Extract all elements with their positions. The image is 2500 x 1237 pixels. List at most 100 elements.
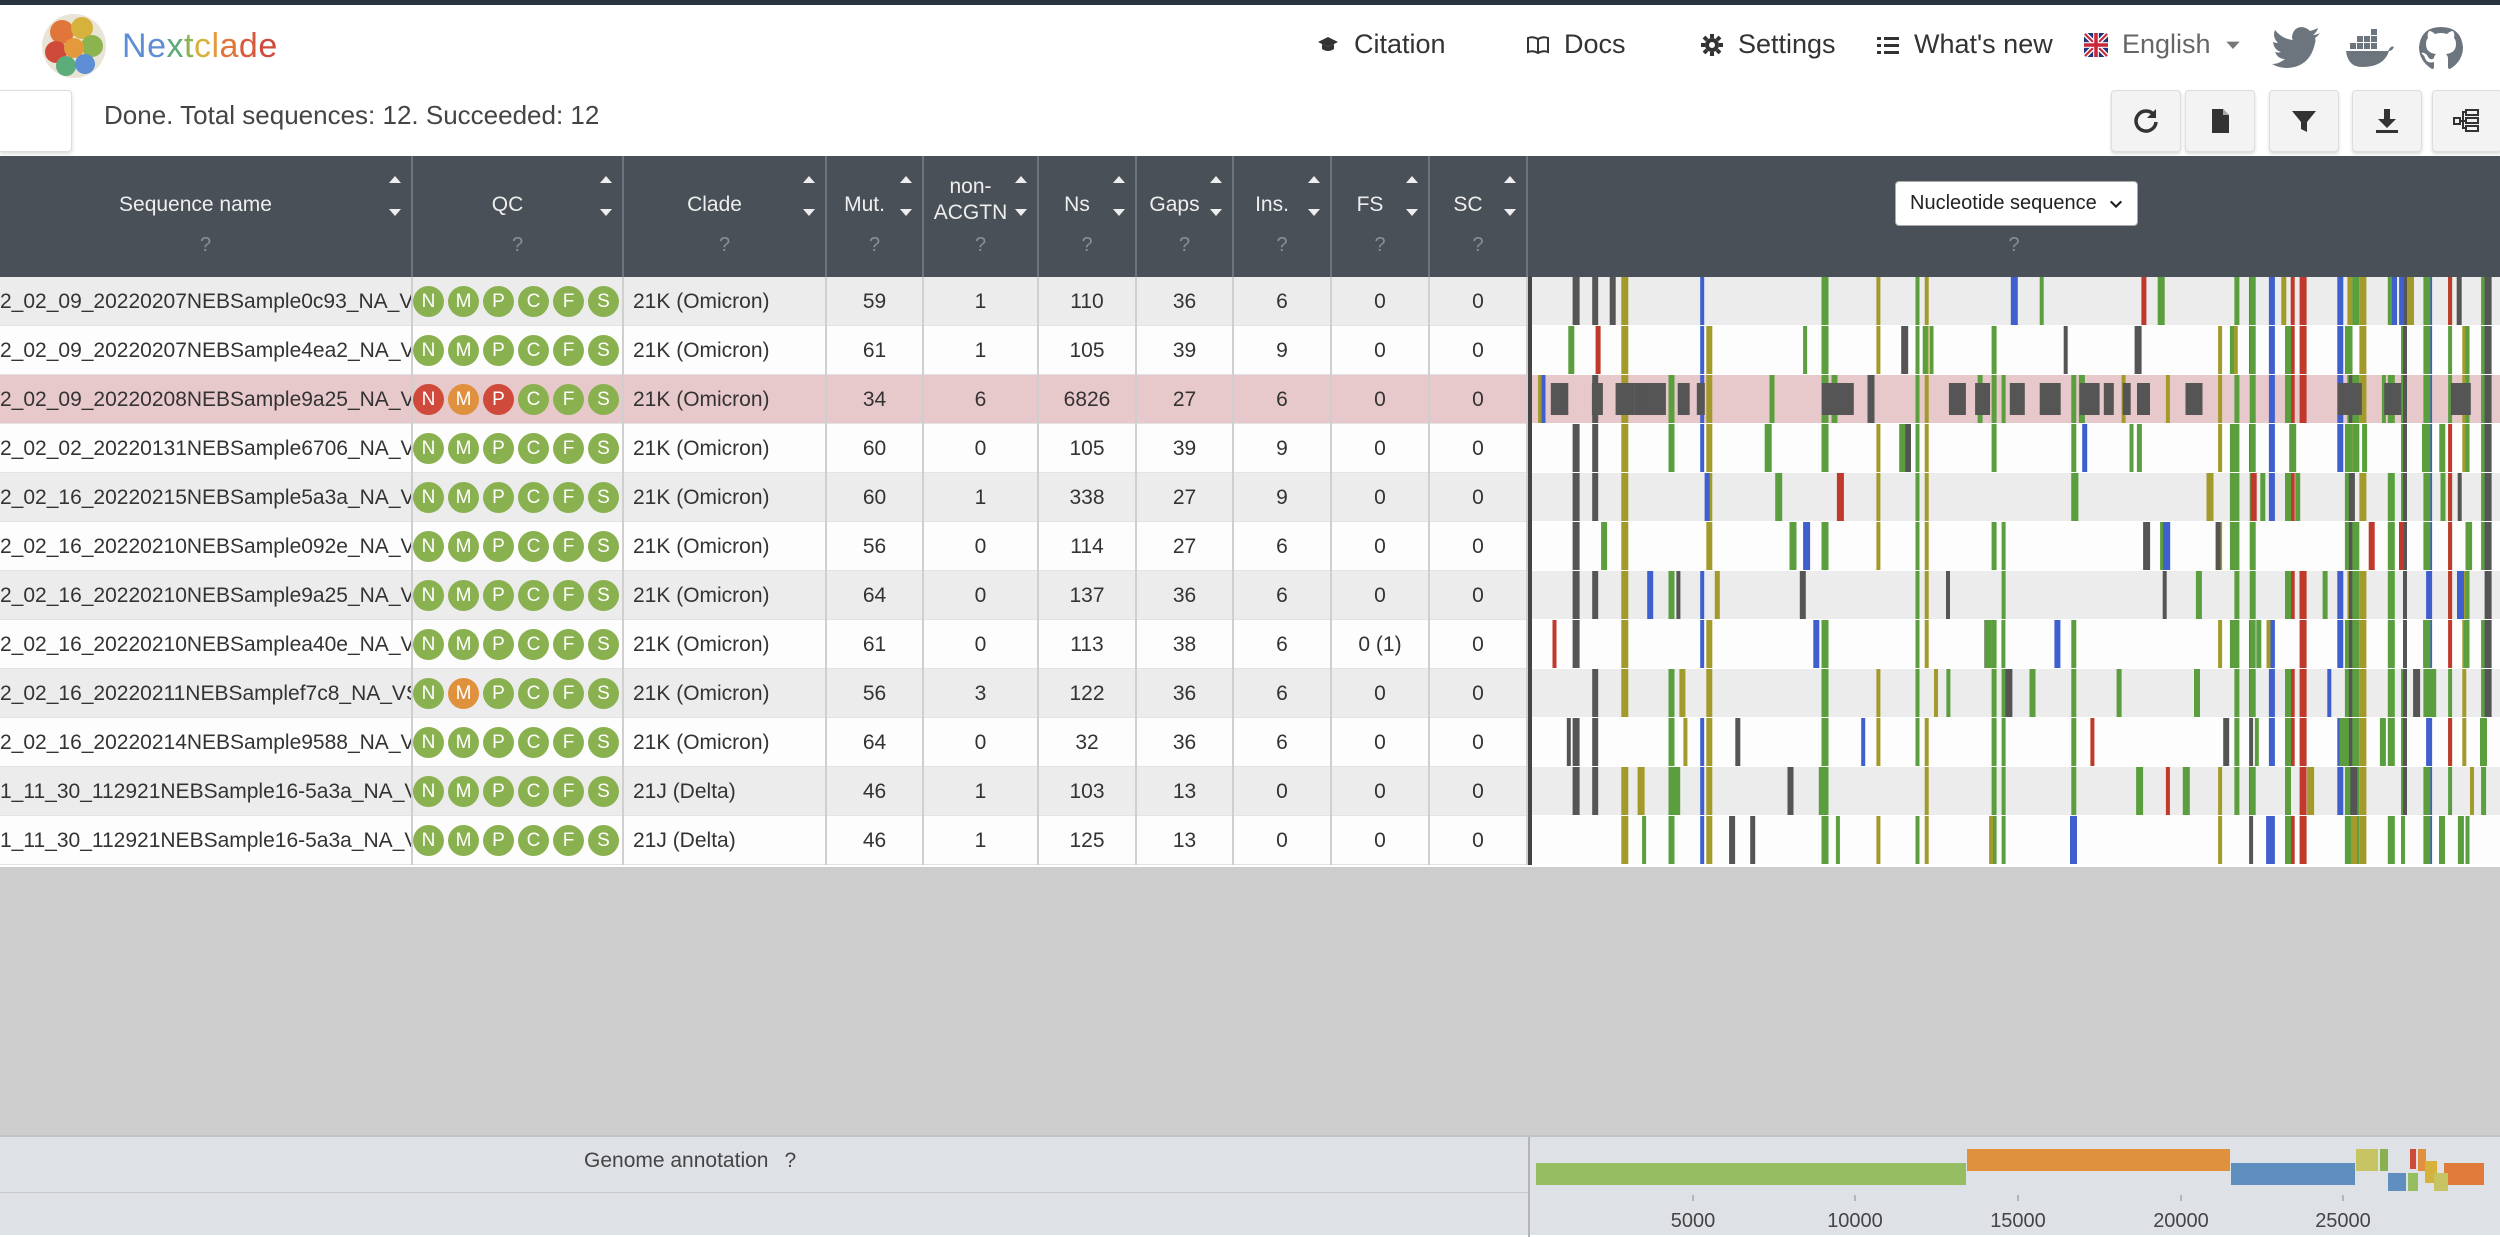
mutation-marker[interactable]: [2260, 473, 2266, 521]
mutation-marker[interactable]: [2290, 816, 2295, 864]
mutation-marker[interactable]: [1991, 424, 1997, 472]
mutation-marker[interactable]: [2379, 718, 2386, 766]
qc-badge-c[interactable]: C: [518, 335, 549, 366]
missing-region-marker[interactable]: [2384, 383, 2402, 415]
mutation-marker[interactable]: [2462, 424, 2467, 472]
header-help-icon[interactable]: ?: [868, 234, 881, 256]
mutation-marker[interactable]: [1700, 277, 1705, 325]
header-help-icon[interactable]: ?: [2008, 234, 2020, 256]
mutation-marker[interactable]: [2136, 424, 2142, 472]
qc-badge-c[interactable]: C: [518, 825, 549, 856]
mutation-marker[interactable]: [2234, 375, 2240, 423]
sequence-view-select[interactable]: Nucleotide sequence: [1895, 181, 2138, 226]
table-row[interactable]: 2_02_09_20220208NEBSample9a25_NA_VSL N M P C…: [0, 375, 1528, 424]
filter-button[interactable]: [2269, 90, 2339, 152]
qc-badge-m[interactable]: M: [448, 384, 479, 415]
mutation-marker[interactable]: [2465, 424, 2470, 472]
mutation-marker[interactable]: [2289, 424, 2297, 472]
mutation-marker[interactable]: [1706, 767, 1713, 815]
mutation-marker[interactable]: [1621, 767, 1629, 815]
mutation-marker[interactable]: [2249, 571, 2256, 619]
mutation-marker[interactable]: [2090, 718, 2095, 766]
mutation-marker[interactable]: [2299, 669, 2307, 717]
mutation-marker[interactable]: [2359, 375, 2367, 423]
mutation-marker[interactable]: [2141, 277, 2147, 325]
mutation-marker[interactable]: [2010, 277, 2018, 325]
mutation-marker[interactable]: [2285, 816, 2291, 864]
mutation-marker[interactable]: [2337, 424, 2344, 472]
gene-block[interactable]: [2444, 1163, 2484, 1185]
mutation-marker[interactable]: [2481, 424, 2487, 472]
mutation-marker[interactable]: [2005, 669, 2013, 717]
mutation-marker[interactable]: [1706, 816, 1713, 864]
mutation-marker[interactable]: [1668, 767, 1675, 815]
mutation-marker[interactable]: [1991, 620, 1997, 668]
mutation-marker[interactable]: [2413, 669, 2421, 717]
new-file-button[interactable]: [2185, 90, 2255, 152]
header-help-icon[interactable]: ?: [1178, 234, 1191, 256]
mutation-marker[interactable]: [1991, 375, 1997, 423]
gene-block[interactable]: [2418, 1149, 2426, 1171]
mutation-marker[interactable]: [2268, 424, 2275, 472]
mutation-marker[interactable]: [2439, 424, 2446, 472]
mutation-marker[interactable]: [2359, 718, 2367, 766]
mutation-marker[interactable]: [1836, 473, 1844, 521]
mutation-marker[interactable]: [1876, 473, 1881, 521]
mutation-marker[interactable]: [2352, 277, 2360, 325]
mutation-marker[interactable]: [2481, 473, 2487, 521]
mutation-marker[interactable]: [2465, 326, 2470, 374]
mutation-marker[interactable]: [2468, 522, 2473, 570]
mutation-marker[interactable]: [2029, 669, 2036, 717]
qc-badge-p[interactable]: P: [483, 335, 514, 366]
mutation-marker[interactable]: [1924, 522, 1929, 570]
mutation-marker[interactable]: [1700, 620, 1705, 668]
mutation-marker[interactable]: [2254, 718, 2259, 766]
mutation-marker[interactable]: [1621, 816, 1629, 864]
mutation-marker[interactable]: [2352, 718, 2360, 766]
mutation-marker[interactable]: [2001, 571, 2006, 619]
qc-badge-s[interactable]: S: [588, 384, 619, 415]
mutation-marker[interactable]: [2218, 326, 2223, 374]
mutation-marker[interactable]: [1991, 669, 1997, 717]
mutation-marker[interactable]: [1991, 522, 1997, 570]
header-ns[interactable]: Ns ?: [1039, 156, 1137, 277]
mutation-marker[interactable]: [2143, 522, 2151, 570]
mutation-marker[interactable]: [2481, 277, 2487, 325]
mutation-marker[interactable]: [1821, 669, 1829, 717]
mutation-marker[interactable]: [1789, 522, 1797, 570]
nav-settings[interactable]: Settings: [1700, 29, 1836, 60]
mutation-marker[interactable]: [1700, 424, 1705, 472]
mutation-marker[interactable]: [1818, 767, 1823, 815]
qc-badge-m[interactable]: M: [448, 482, 479, 513]
qc-badge-n[interactable]: N: [413, 580, 444, 611]
mutation-marker[interactable]: [1924, 620, 1929, 668]
mutation-marker[interactable]: [2206, 473, 2214, 521]
mutation-marker[interactable]: [2403, 571, 2407, 619]
mutation-marker[interactable]: [2327, 669, 2332, 717]
mutation-marker[interactable]: [2448, 277, 2453, 325]
missing-region-marker[interactable]: [1591, 383, 1603, 415]
missing-region-marker[interactable]: [2103, 383, 2114, 415]
gene-block[interactable]: [2388, 1173, 2406, 1191]
qc-badge-n[interactable]: N: [413, 433, 444, 464]
gene-block[interactable]: [1967, 1149, 2230, 1171]
mutation-marker[interactable]: [1876, 522, 1881, 570]
mutation-marker[interactable]: [2234, 522, 2240, 570]
tree-view-button[interactable]: [2432, 90, 2500, 152]
mutation-marker[interactable]: [2423, 669, 2431, 717]
mutation-marker[interactable]: [1572, 767, 1580, 815]
mutation-marker[interactable]: [1647, 571, 1654, 619]
mutation-marker[interactable]: [1915, 669, 1920, 717]
mutation-marker[interactable]: [2071, 375, 2077, 423]
qc-badge-n[interactable]: N: [413, 776, 444, 807]
qc-badge-f[interactable]: F: [553, 580, 584, 611]
table-row[interactable]: 2_02_16_20220210NEBSamplea40e_NA_VSL N M P C…: [0, 620, 1528, 669]
mutation-marker[interactable]: [2229, 326, 2236, 374]
mutation-marker[interactable]: [1915, 326, 1920, 374]
mutation-marker[interactable]: [2233, 326, 2238, 374]
mutation-marker[interactable]: [1572, 424, 1580, 472]
qc-badge-f[interactable]: F: [553, 335, 584, 366]
mutation-marker[interactable]: [1714, 571, 1720, 619]
mutation-marker[interactable]: [2001, 816, 2006, 864]
mutation-marker[interactable]: [2215, 522, 2221, 570]
